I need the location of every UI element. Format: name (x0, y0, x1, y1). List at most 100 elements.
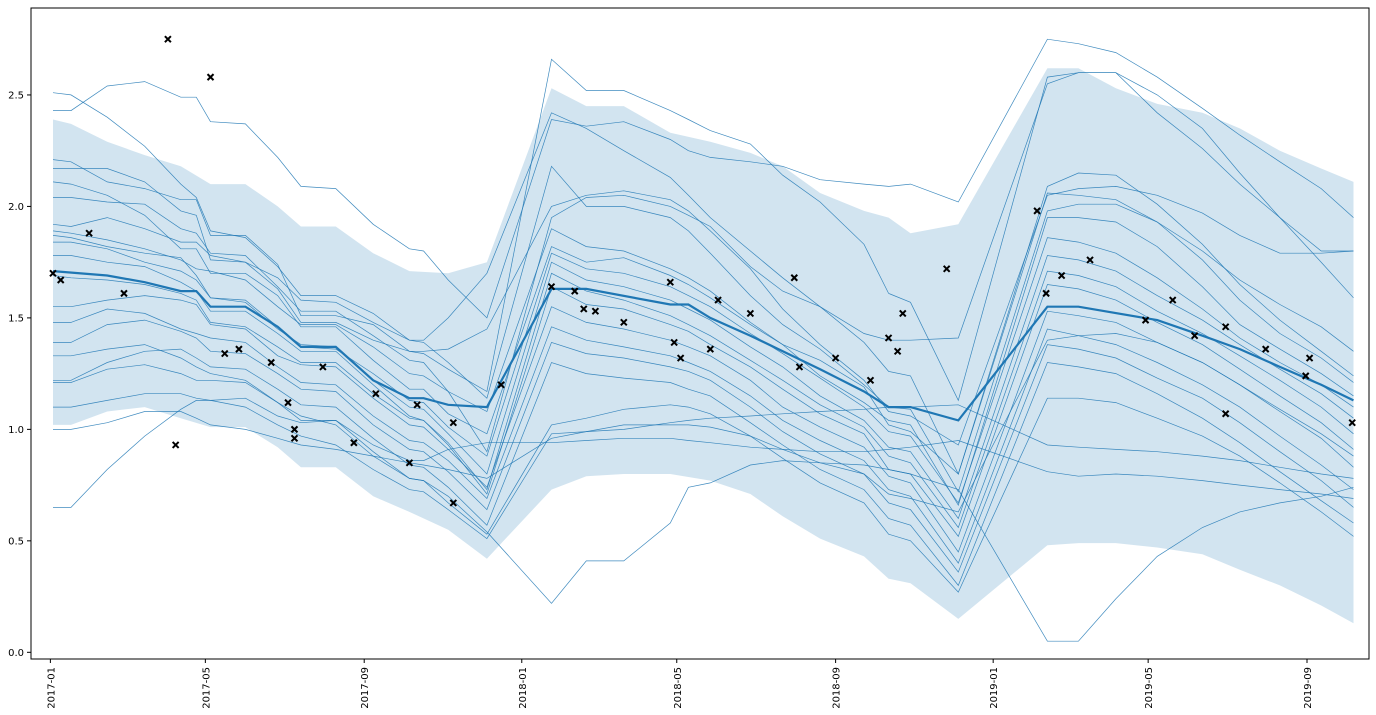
observation-stroke (120, 289, 128, 298)
observation-point-30 (706, 345, 715, 353)
observation-point-42 (1042, 289, 1050, 298)
observation-stroke (1042, 289, 1050, 298)
observation-stroke (706, 345, 715, 353)
mean-line-path (52, 270, 1354, 422)
confidence-band (53, 68, 1354, 624)
observation-stroke (899, 309, 907, 318)
observation-stroke (290, 425, 299, 434)
observation-stroke (1221, 323, 1230, 331)
observation-stroke (350, 439, 358, 447)
observation-point-47 (1190, 332, 1199, 340)
observation-stroke (1057, 271, 1066, 280)
observation-stroke (942, 265, 951, 273)
observation-stroke (1141, 316, 1150, 324)
observation-stroke (284, 398, 292, 407)
observation-point-2 (56, 276, 65, 284)
x-tick-label: 2019-09 (1303, 667, 1314, 709)
y-axis: 0.0 0.5 1.0 1.5 2.0 2.5 (8, 90, 31, 659)
sample-line-12 (52, 275, 1354, 538)
observation-stroke (1305, 354, 1314, 362)
observation-point-15 (350, 439, 358, 447)
observation-stroke (795, 363, 804, 371)
observation-stroke (49, 269, 57, 278)
observation-stroke (267, 358, 275, 367)
observation-point-52 (1305, 354, 1314, 362)
observation-point-32 (746, 309, 755, 318)
band-area (53, 68, 1354, 624)
observation-point-1 (49, 269, 57, 278)
x-tick-label: 2017-09 (360, 667, 371, 709)
sample-trajectories (52, 38, 1354, 642)
sample-line-13 (53, 295, 1354, 553)
x-tick-label: 2019-05 (1144, 667, 1155, 709)
observation-point-41 (1033, 207, 1041, 215)
observation-stroke (85, 229, 93, 237)
observation-point-19 (449, 418, 458, 427)
x-tick-label: 2017-01 (46, 667, 57, 709)
observation-point-24 (580, 305, 588, 313)
observation-point-43 (1057, 271, 1066, 280)
observation-stroke (319, 363, 327, 371)
observation-stroke (670, 338, 678, 347)
observation-point-17 (405, 459, 414, 467)
observation-point-4 (120, 289, 128, 298)
observation-point-14 (319, 363, 327, 371)
observation-stroke (405, 459, 414, 467)
observation-point-45 (1141, 316, 1150, 324)
sample-line-5 (52, 172, 1354, 475)
observation-stroke (290, 434, 299, 442)
observation-stroke (580, 305, 588, 313)
observation-stroke (666, 278, 675, 286)
sample-line-10 (53, 241, 1354, 520)
observation-stroke (164, 35, 172, 43)
sample-line-17 (53, 364, 1354, 593)
sample-line-16 (53, 348, 1354, 587)
sample-line-18 (53, 397, 1354, 508)
observation-point-9 (235, 345, 243, 353)
observation-stroke (893, 347, 902, 356)
observation-stroke (1302, 372, 1310, 380)
observation-point-3 (85, 229, 93, 237)
y-tick-label: 1.0 (8, 425, 24, 436)
sample-line-20 (53, 344, 1354, 642)
observation-point-28 (670, 338, 678, 347)
x-tick-label: 2018-09 (832, 667, 843, 709)
observation-stroke (56, 276, 65, 284)
observation-point-33 (790, 274, 798, 282)
observation-stroke (620, 318, 628, 327)
sample-line-2 (53, 38, 1354, 319)
observation-stroke (1221, 410, 1230, 418)
observation-stroke (1168, 296, 1177, 304)
x-tick-label: 2019-01 (989, 667, 1000, 709)
observation-stroke (884, 334, 893, 342)
observation-stroke (372, 389, 380, 398)
observation-stroke (1033, 207, 1041, 215)
observation-stroke (547, 282, 556, 291)
plot-frame (30, 7, 1370, 660)
observation-stroke (866, 376, 875, 385)
observation-point-25 (591, 307, 600, 315)
observation-point-18 (413, 401, 421, 409)
x-axis: 2017-01 2017-05 2017-09 2018-01 2018-05 2018-… (46, 659, 1314, 709)
observation-point-40 (942, 265, 951, 273)
observation-stroke (413, 401, 421, 409)
observation-point-12 (290, 425, 299, 434)
sample-line-14 (53, 308, 1354, 564)
observation-stroke (449, 499, 458, 507)
observation-stroke (591, 307, 600, 315)
y-tick-label: 0.0 (8, 648, 24, 659)
y-tick-label: 1.5 (8, 313, 24, 324)
observation-point-23 (571, 287, 579, 295)
sample-line-4 (53, 168, 1354, 446)
observation-stroke (1190, 332, 1199, 340)
observation-point-46 (1168, 296, 1177, 304)
observation-point-6 (171, 441, 180, 449)
observation-stroke (171, 441, 180, 449)
observation-point-34 (795, 363, 804, 371)
observation-stroke (497, 381, 505, 389)
observation-stroke (1086, 256, 1094, 264)
observation-stroke (221, 349, 229, 358)
sample-line-19 (53, 404, 1354, 479)
observation-stroke (235, 345, 243, 353)
